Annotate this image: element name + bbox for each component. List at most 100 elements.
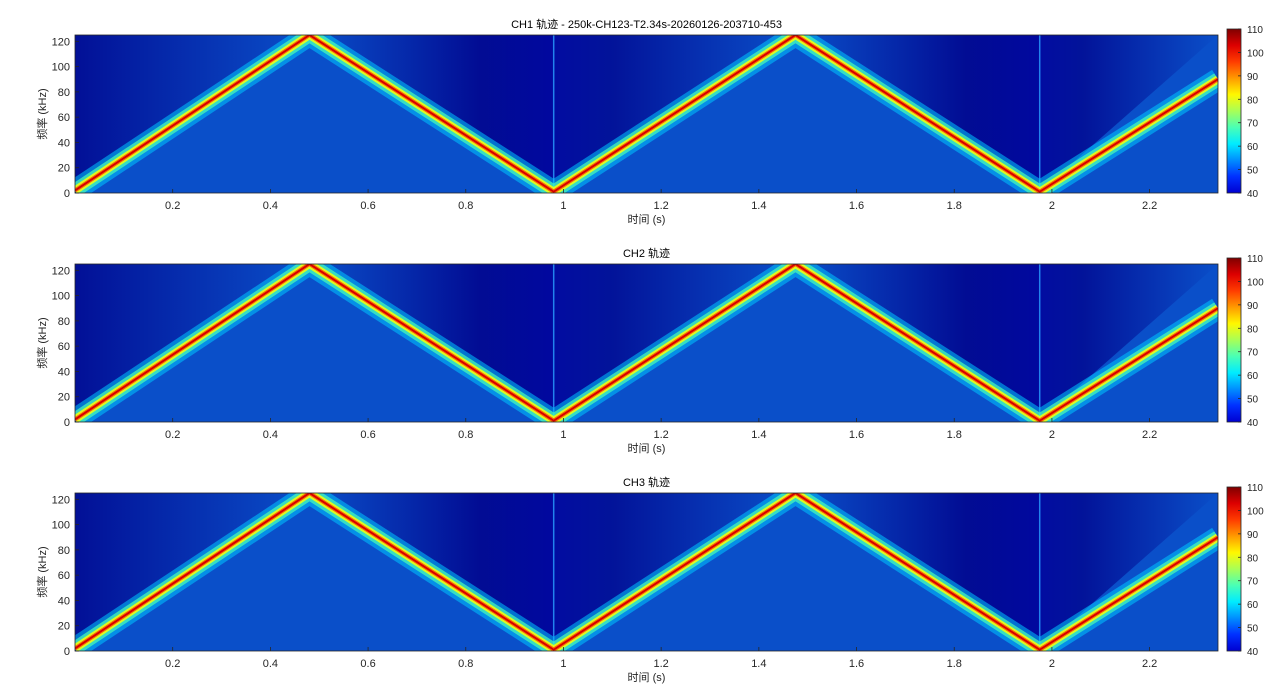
colorbar-gradient xyxy=(1226,28,1242,194)
x-axis-label: 时间 (s) xyxy=(628,442,666,455)
x-tick-label: 1 xyxy=(560,658,566,670)
colorbar-tick-label: 70 xyxy=(1247,119,1259,130)
x-tick-label: 0.4 xyxy=(263,200,278,212)
low-energy-region xyxy=(1039,35,1218,192)
y-tick-label: 100 xyxy=(52,62,70,74)
x-tick-label: 0.6 xyxy=(360,429,375,441)
sweep-trace xyxy=(75,493,1218,651)
colorbar: 40 50 60 70 80 90 100 110 xyxy=(1226,483,1264,658)
colorbar-tick-label: 70 xyxy=(1247,348,1259,359)
colorbar-tick-label: 90 xyxy=(1247,301,1259,312)
y-tick-label: 20 xyxy=(58,621,70,633)
x-tick-label: 1.6 xyxy=(849,429,864,441)
x-tick-label: 0.8 xyxy=(458,658,473,670)
x-tick-label: 2 xyxy=(1049,429,1055,441)
x-tick-label: 1.8 xyxy=(947,200,962,212)
y-tick-label: 20 xyxy=(58,392,70,404)
colorbar-gradient xyxy=(1226,257,1242,423)
spectrogram-panel-1: 0 20 40 60 80 100 120 0.2 0.4 0.6 0.8 1 1.2 1.4 1.6 1.8… xyxy=(35,17,1219,226)
x-tick-label: 1.2 xyxy=(654,200,669,212)
x-tick-label: 1.4 xyxy=(751,200,766,212)
colorbar-tick-label: 50 xyxy=(1247,624,1259,635)
x-tick-label: 0.8 xyxy=(458,200,473,212)
colorbar-tick-label: 40 xyxy=(1247,189,1259,200)
x-tick-label: 2 xyxy=(1049,658,1055,670)
axes-box xyxy=(74,492,1219,652)
colorbar-tick-label: 110 xyxy=(1247,483,1263,494)
x-tick-label: 1 xyxy=(560,200,566,212)
low-energy-region xyxy=(1039,493,1218,650)
y-axis-label: 频率 (kHz) xyxy=(35,546,49,597)
x-axis-label: 时间 (s) xyxy=(628,671,666,684)
y-tick-label: 100 xyxy=(52,520,70,532)
y-tick-label: 60 xyxy=(58,570,70,582)
y-tick-label: 0 xyxy=(64,188,70,200)
x-tick-label: 0.2 xyxy=(165,658,180,670)
chart-title: CH3 轨迹 xyxy=(623,475,670,489)
colorbar-tick-label: 60 xyxy=(1247,600,1259,611)
axes-box xyxy=(74,34,1219,194)
x-tick-label: 1 xyxy=(560,429,566,441)
colorbar-tick-label: 40 xyxy=(1247,418,1259,429)
axes-box xyxy=(74,263,1219,423)
sweep-trace xyxy=(75,264,1218,422)
sweep-trace xyxy=(75,35,1218,193)
colorbar-tick-label: 110 xyxy=(1247,254,1263,265)
spectrogram-panel-2: 0 20 40 60 80 100 120 0.2 0.4 0.6 0.8 1 1.2 1.4 1.6 1.8… xyxy=(35,246,1219,455)
y-tick-label: 60 xyxy=(58,341,70,353)
colorbar-tick-label: 50 xyxy=(1247,166,1259,177)
colorbar-tick-label: 60 xyxy=(1247,142,1259,153)
chart-title: CH2 轨迹 xyxy=(623,246,670,260)
spectrogram-panel-3: 0 20 40 60 80 100 120 0.2 0.4 0.6 0.8 1 1.2 1.4 1.6 1.8… xyxy=(35,475,1219,684)
colorbar-gradient xyxy=(1226,486,1242,652)
x-tick-label: 0.6 xyxy=(360,658,375,670)
x-tick-label: 0.2 xyxy=(165,429,180,441)
y-tick-label: 120 xyxy=(52,494,70,506)
y-tick-label: 40 xyxy=(58,137,70,149)
y-tick-label: 60 xyxy=(58,112,70,124)
x-tick-label: 1.4 xyxy=(751,658,766,670)
chart-title: CH1 轨迹 - 250k-CH123-T2.34s-20260126-2037… xyxy=(511,17,782,31)
y-tick-label: 80 xyxy=(58,545,70,557)
colorbar-tick-label: 60 xyxy=(1247,371,1259,382)
colorbar-tick-label: 110 xyxy=(1247,25,1263,36)
x-tick-label: 0.4 xyxy=(263,658,278,670)
x-tick-label: 2.2 xyxy=(1142,200,1157,212)
colorbar-tick-label: 90 xyxy=(1247,530,1259,541)
x-tick-label: 0.4 xyxy=(263,429,278,441)
y-tick-label: 40 xyxy=(58,366,70,378)
colorbar-tick-label: 80 xyxy=(1247,95,1259,106)
x-tick-label: 2.2 xyxy=(1142,658,1157,670)
x-tick-label: 2 xyxy=(1049,200,1055,212)
y-tick-label: 40 xyxy=(58,595,70,607)
colorbar-tick-label: 100 xyxy=(1247,48,1264,59)
x-axis-label: 时间 (s) xyxy=(628,213,666,226)
colorbar: 40 50 60 70 80 90 100 110 xyxy=(1226,25,1264,200)
colorbar: 40 50 60 70 80 90 100 110 xyxy=(1226,254,1264,429)
colorbar-tick-label: 90 xyxy=(1247,72,1259,83)
x-tick-label: 1.2 xyxy=(654,658,669,670)
x-tick-label: 1.4 xyxy=(751,429,766,441)
colorbar-tick-label: 50 xyxy=(1247,395,1259,406)
y-tick-label: 0 xyxy=(64,417,70,429)
low-energy-region xyxy=(1039,264,1218,421)
y-tick-label: 100 xyxy=(52,291,70,303)
y-tick-label: 80 xyxy=(58,316,70,328)
x-tick-label: 0.2 xyxy=(165,200,180,212)
x-tick-label: 1.6 xyxy=(849,658,864,670)
colorbar-tick-label: 40 xyxy=(1247,647,1259,658)
colorbar-tick-label: 70 xyxy=(1247,577,1259,588)
x-tick-label: 2.2 xyxy=(1142,429,1157,441)
colorbar-tick-label: 80 xyxy=(1247,553,1259,564)
y-tick-label: 20 xyxy=(58,163,70,175)
y-tick-label: 120 xyxy=(52,36,70,48)
x-tick-label: 0.6 xyxy=(360,200,375,212)
x-tick-label: 1.2 xyxy=(654,429,669,441)
x-tick-label: 1.8 xyxy=(947,658,962,670)
colorbar-tick-label: 80 xyxy=(1247,324,1259,335)
y-tick-label: 80 xyxy=(58,87,70,99)
y-axis-label: 频率 (kHz) xyxy=(35,88,49,139)
colorbar-tick-label: 100 xyxy=(1247,506,1264,517)
